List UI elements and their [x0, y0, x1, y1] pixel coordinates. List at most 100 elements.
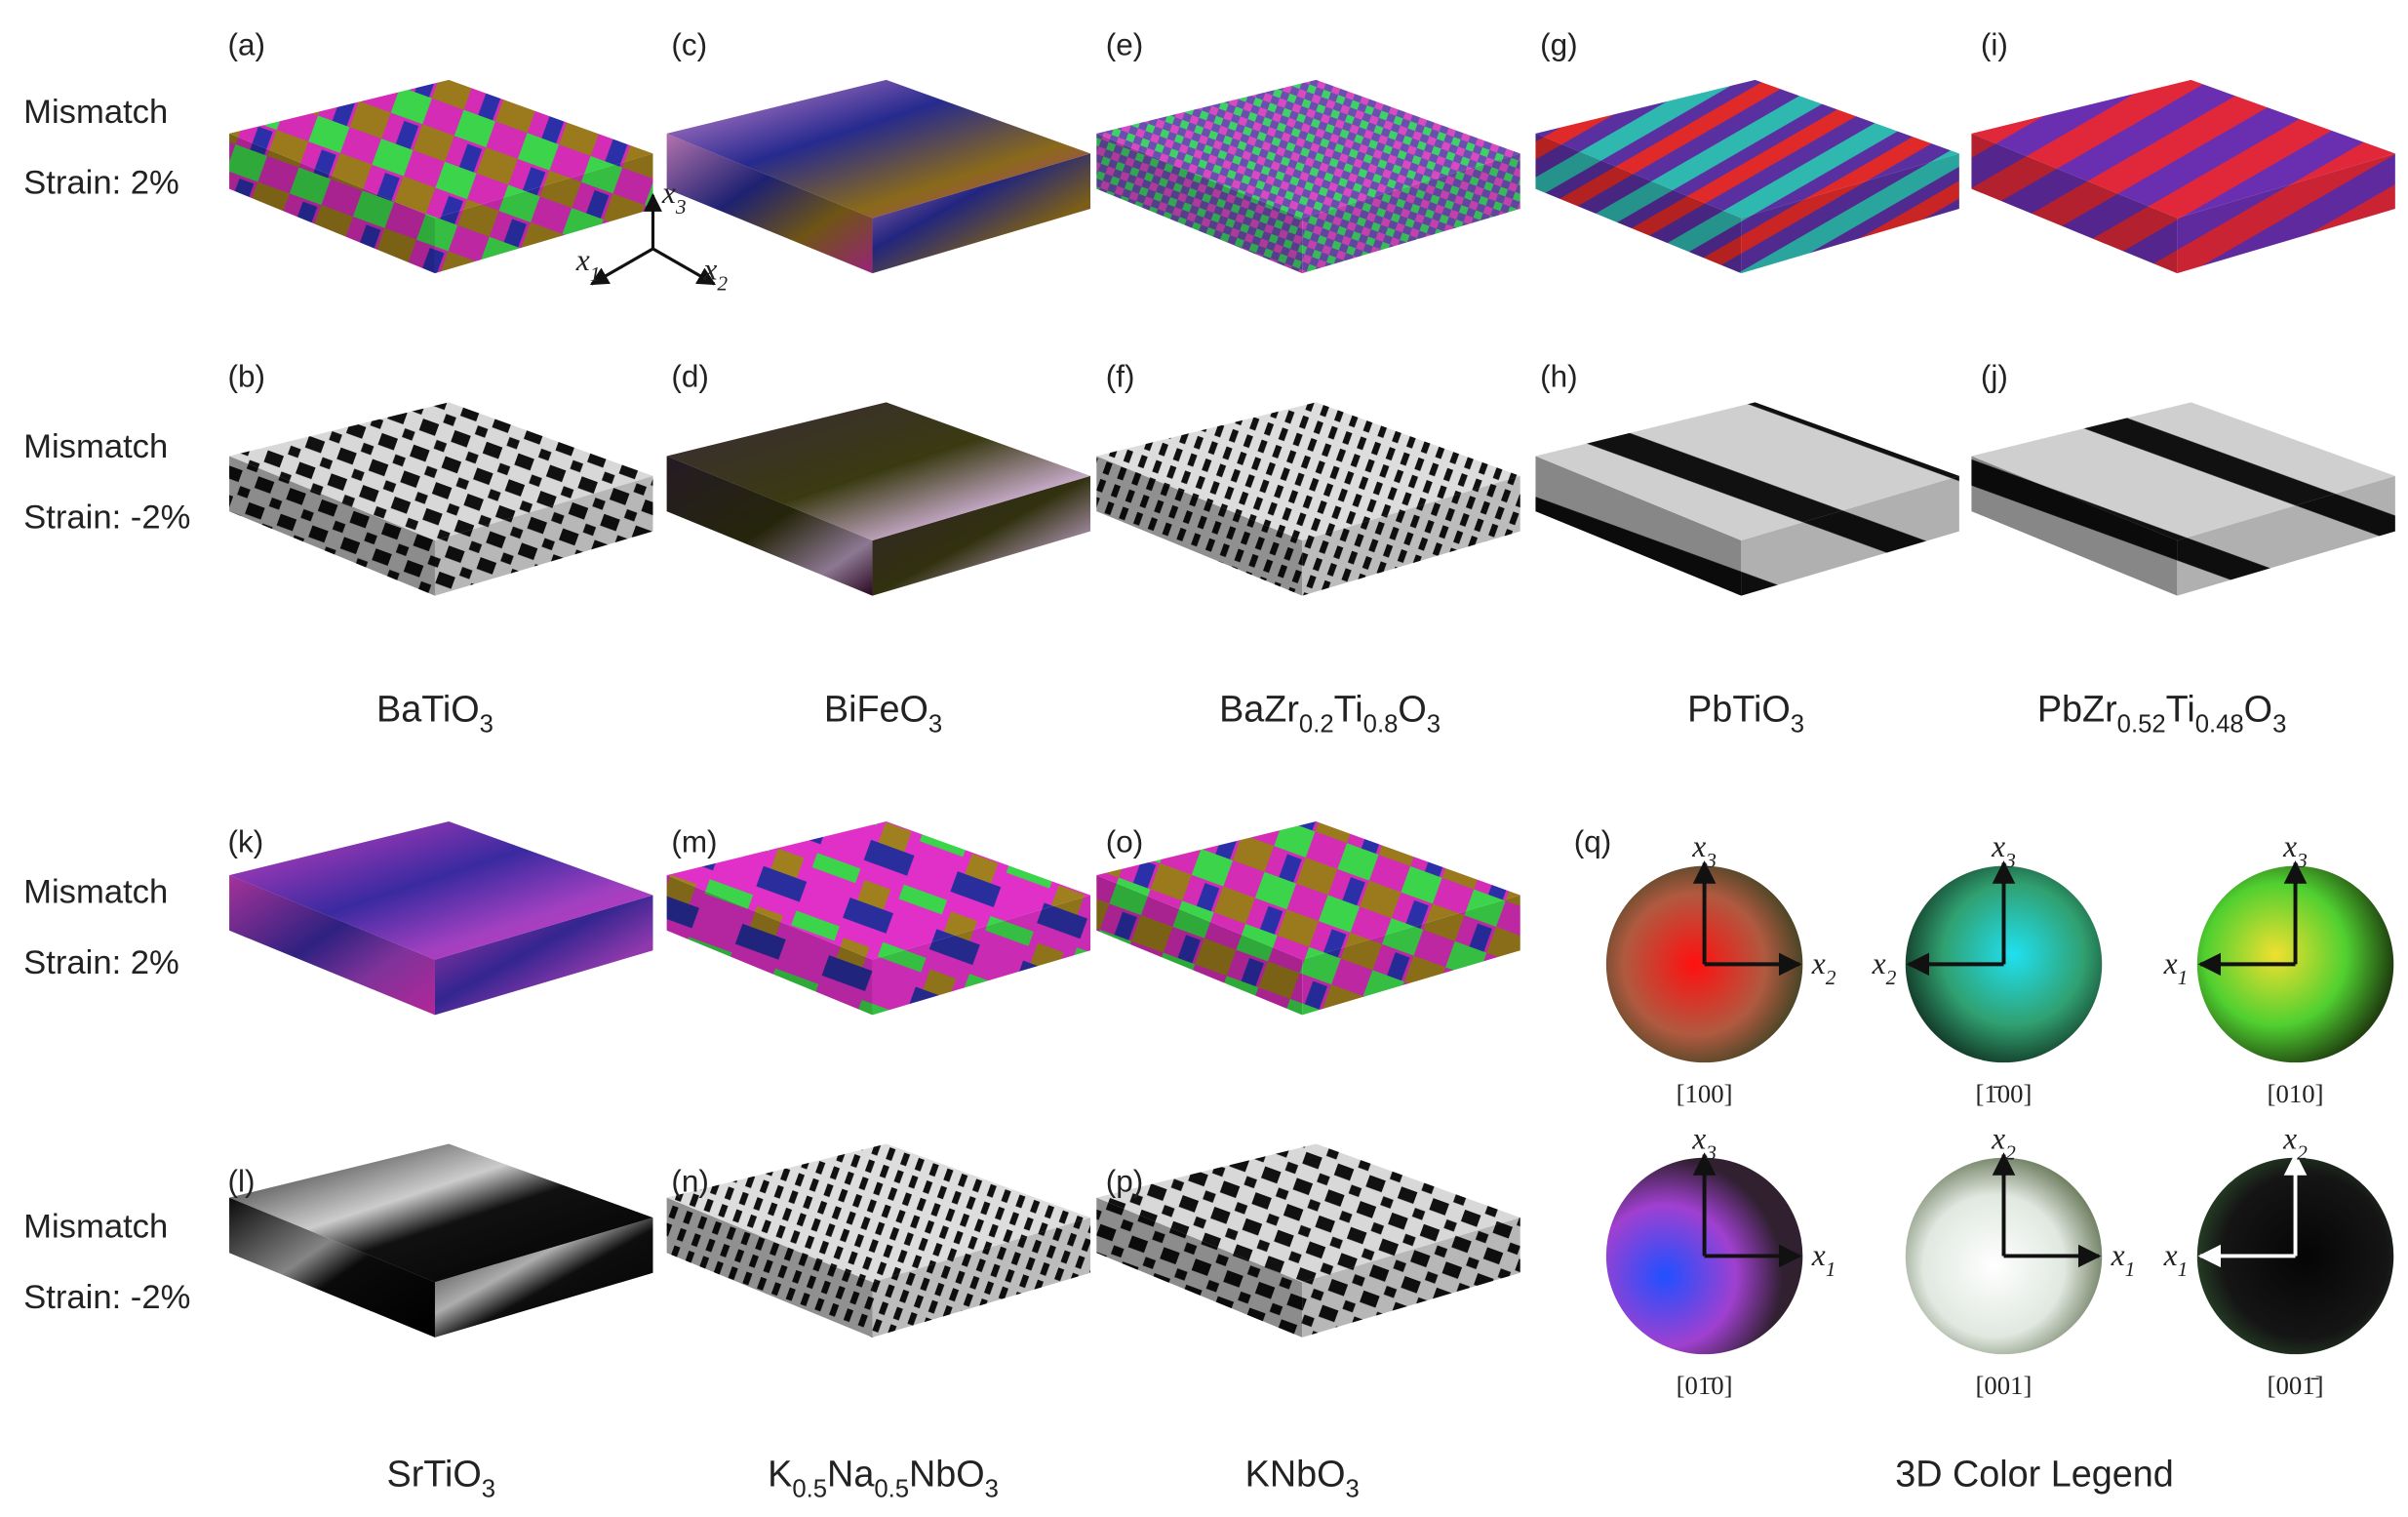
panel-label: (b)	[228, 360, 265, 394]
panel-label: (p)	[1106, 1164, 1143, 1198]
material-name: KNbO3	[1245, 1455, 1360, 1503]
slab-right-shade	[872, 475, 1091, 596]
subscript: 3	[985, 1476, 999, 1503]
slab-top	[666, 402, 1091, 541]
legend-title: 3D Color Legend	[1895, 1455, 2174, 1496]
slab-top	[666, 1143, 1091, 1283]
text-part: x	[2163, 946, 2178, 980]
sphere-axis-label: x3	[1691, 829, 1717, 872]
subscript: 0.2	[1299, 711, 1334, 739]
row-label: Strain: -2%	[23, 499, 190, 536]
slab-right-shade	[872, 1218, 1091, 1337]
text-part: O	[2244, 690, 2272, 731]
slab-right-shade	[2177, 153, 2395, 274]
text-part: Na	[827, 1455, 874, 1496]
slab-left	[666, 1197, 873, 1337]
slab-left	[1096, 456, 1303, 596]
text-part: PbTiO	[1687, 690, 1791, 731]
slab-left	[1096, 875, 1303, 1016]
text-part: KNbO	[1245, 1455, 1346, 1496]
slab-right-shade	[1302, 1218, 1520, 1337]
slab-right-shade	[1302, 475, 1520, 596]
panel-label: (m)	[671, 825, 717, 859]
slab-left-shade	[666, 875, 873, 1016]
subscript: 3	[675, 195, 687, 219]
text-part: x	[702, 252, 717, 286]
subscript: 3	[2004, 849, 2016, 872]
slab-left-shade	[1971, 133, 2178, 274]
slab-right	[1741, 153, 1959, 274]
text-part: SrTiO	[387, 1455, 482, 1496]
sphere-axis-label: x3	[1691, 1121, 1717, 1164]
slab-right	[1302, 1218, 1520, 1337]
text-part: x	[575, 243, 590, 277]
row-label: Mismatch	[23, 873, 168, 910]
subscript: 2	[1826, 966, 1836, 989]
slab-right	[1741, 475, 1959, 596]
slab-left	[1096, 1197, 1303, 1337]
subscript: 3	[1705, 849, 1717, 872]
slab	[229, 79, 653, 274]
slab-left-shade	[1096, 1197, 1303, 1337]
slab-right-shade	[434, 1218, 653, 1337]
subscript: 1	[2178, 1258, 2189, 1281]
row-label: Mismatch	[23, 94, 168, 131]
text-part: Ti	[2166, 690, 2195, 731]
panel-label: (e)	[1106, 28, 1143, 62]
slab-left-shade	[1096, 875, 1303, 1016]
direction-label: [010]	[2268, 1079, 2324, 1108]
slab-left	[229, 133, 435, 274]
slab	[1096, 821, 1520, 1016]
subscript: 2	[2005, 1140, 2016, 1164]
panel-label: (j)	[1981, 360, 2008, 394]
slab	[229, 1143, 653, 1337]
row-label: Strain: 2%	[23, 164, 179, 201]
slab-right-shade	[434, 895, 653, 1016]
slab-left-shade	[229, 133, 435, 274]
direction-label: [100]	[1677, 1079, 1733, 1108]
text-part: x	[1691, 1121, 1706, 1155]
slab-top	[1535, 402, 1959, 541]
sphere-axis-label: x1	[2163, 1238, 2189, 1281]
text-part: x	[1991, 829, 2005, 863]
row-label: Strain: -2%	[23, 1279, 190, 1316]
material-name: PbZr0.52Ti0.48O3	[2037, 690, 2287, 739]
subscript: 1	[1826, 1258, 1836, 1281]
slab-right-shade	[872, 153, 1091, 274]
slab-top	[229, 1143, 653, 1283]
slab-left-shade	[1535, 456, 1742, 596]
slab-right	[434, 475, 653, 596]
slab	[229, 402, 653, 596]
axis-label: x3	[661, 176, 687, 219]
slab-left-shade	[666, 456, 873, 596]
sphere-axis-label: x1	[2163, 946, 2189, 989]
slab-right-shade	[1741, 153, 1959, 274]
text-part: x	[2163, 1238, 2178, 1272]
slab-right	[434, 895, 653, 1016]
direction-label: [001]	[1976, 1371, 2033, 1400]
slab-top	[1096, 402, 1520, 541]
direction-label: [001̄]	[2268, 1371, 2324, 1400]
material-name: K0.5Na0.5NbO3	[768, 1455, 999, 1503]
text-part: K	[768, 1455, 792, 1496]
row-label: Strain: 2%	[23, 944, 179, 981]
material-name: SrTiO3	[387, 1455, 495, 1503]
panel-label: (c)	[671, 28, 707, 62]
slab-right	[2177, 153, 2395, 274]
subscript: 1	[2125, 1258, 2136, 1281]
panels	[229, 79, 2395, 1337]
slab-top	[1096, 821, 1520, 960]
slab-top	[666, 821, 1091, 960]
slab-top	[229, 821, 653, 960]
slab	[1096, 79, 1520, 274]
direction-label: [01̄0]	[1677, 1371, 1733, 1400]
panel-label: (l)	[228, 1164, 256, 1198]
text-part: BaZr	[1219, 690, 1299, 731]
slab-top	[1096, 1143, 1520, 1283]
sphere-axis-label: x3	[1991, 829, 2016, 872]
slab-left-shade	[229, 456, 435, 596]
sphere-axis-label: x1	[1811, 1238, 1836, 1281]
slab	[666, 402, 1091, 596]
panel-label: (k)	[228, 825, 264, 859]
slab-right-shade	[872, 895, 1091, 1016]
